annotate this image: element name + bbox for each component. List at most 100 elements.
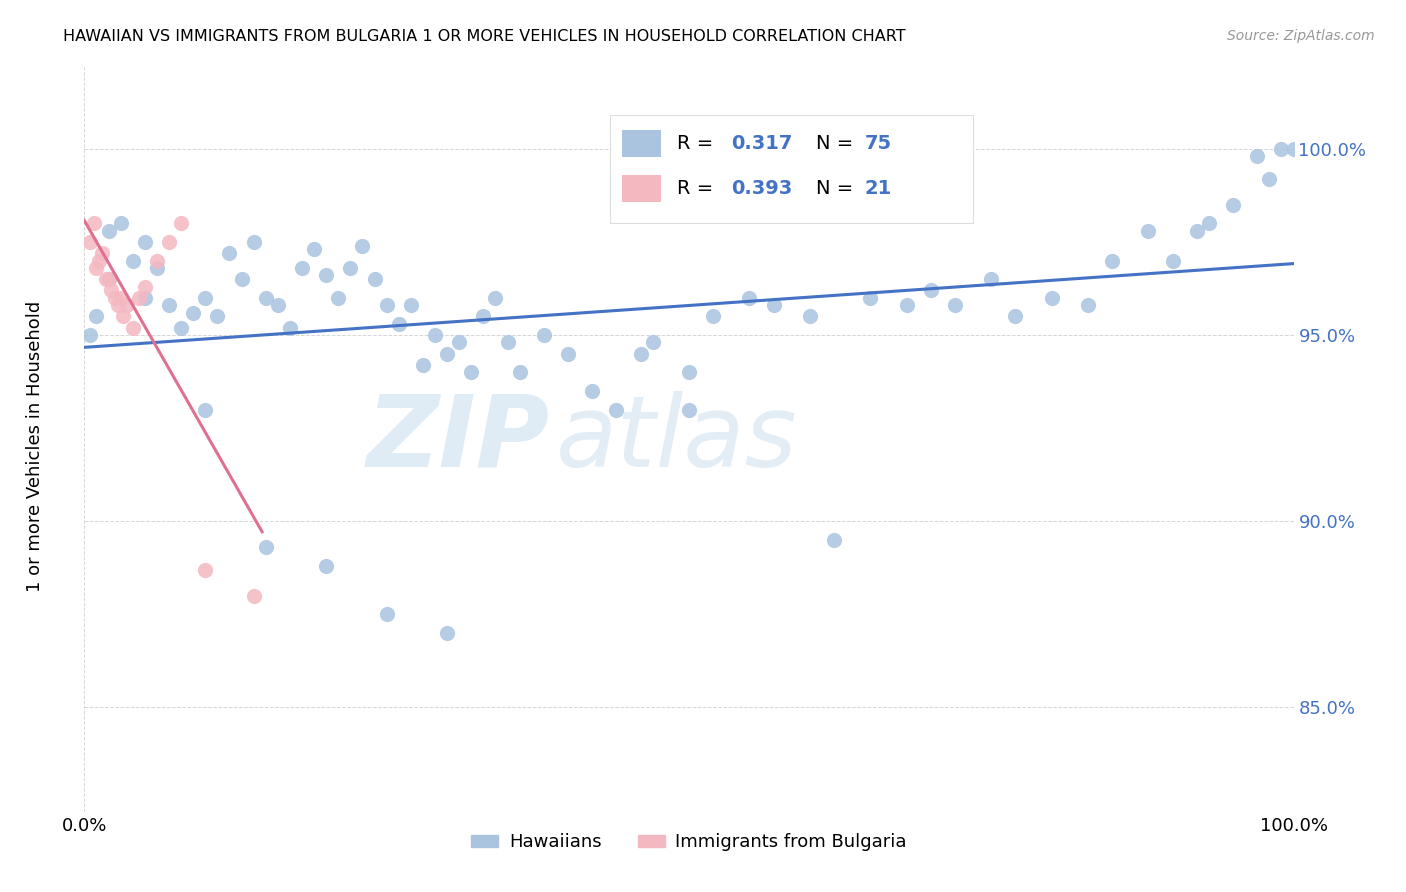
- FancyBboxPatch shape: [623, 175, 661, 202]
- Point: [1246, 149, 1268, 163]
- FancyBboxPatch shape: [623, 130, 661, 157]
- Point: [943, 298, 966, 312]
- FancyBboxPatch shape: [610, 115, 973, 223]
- Point: [170, 320, 193, 334]
- Point: [242, 589, 264, 603]
- Text: HAWAIIAN VS IMMIGRANTS FROM BULGARIA 1 OR MORE VEHICLES IN HOUSEHOLD CORRELATION: HAWAIIAN VS IMMIGRANTS FROM BULGARIA 1 O…: [63, 29, 905, 44]
- Point: [412, 358, 434, 372]
- Point: [1077, 298, 1099, 312]
- Point: [87, 253, 110, 268]
- Point: [170, 216, 193, 230]
- Text: 21: 21: [865, 178, 891, 198]
- Point: [100, 284, 122, 298]
- Point: [1258, 171, 1281, 186]
- Point: [121, 320, 143, 334]
- Point: [94, 272, 117, 286]
- Point: [121, 253, 143, 268]
- Point: [980, 272, 1002, 286]
- Point: [97, 224, 120, 238]
- Point: [115, 298, 138, 312]
- Point: [509, 365, 531, 379]
- Point: [460, 365, 482, 379]
- Point: [1137, 224, 1160, 238]
- Point: [496, 335, 519, 350]
- Point: [436, 346, 458, 360]
- Point: [134, 291, 156, 305]
- Point: [134, 279, 156, 293]
- Point: [738, 291, 761, 305]
- Text: ZIP: ZIP: [367, 391, 550, 488]
- Point: [112, 310, 135, 324]
- Point: [581, 384, 603, 398]
- Point: [449, 335, 471, 350]
- Point: [267, 298, 290, 312]
- Point: [1161, 253, 1184, 268]
- Point: [605, 402, 627, 417]
- Point: [1040, 291, 1063, 305]
- Point: [1185, 224, 1208, 238]
- Point: [762, 298, 785, 312]
- Point: [678, 365, 700, 379]
- Point: [1101, 253, 1123, 268]
- Text: 1 or more Vehicles in Household: 1 or more Vehicles in Household: [27, 301, 44, 591]
- Legend: Hawaiians, Immigrants from Bulgaria: Hawaiians, Immigrants from Bulgaria: [464, 826, 914, 859]
- Point: [799, 310, 821, 324]
- Text: N =: N =: [815, 134, 859, 153]
- Point: [375, 607, 398, 622]
- Point: [254, 541, 277, 555]
- Point: [315, 268, 337, 283]
- Point: [484, 291, 506, 305]
- Point: [194, 291, 217, 305]
- Point: [110, 291, 132, 305]
- Point: [1004, 310, 1026, 324]
- Point: [328, 291, 350, 305]
- Point: [630, 346, 652, 360]
- Point: [242, 235, 264, 249]
- Point: [399, 298, 422, 312]
- Point: [436, 626, 458, 640]
- Point: [278, 320, 301, 334]
- Point: [97, 272, 120, 286]
- Point: [218, 246, 240, 260]
- Point: [1270, 142, 1292, 156]
- Point: [110, 216, 132, 230]
- Point: [79, 235, 101, 249]
- Point: [97, 272, 120, 286]
- Point: [302, 243, 325, 257]
- Point: [472, 310, 495, 324]
- Point: [83, 216, 105, 230]
- Point: [375, 298, 398, 312]
- Text: R =: R =: [676, 134, 720, 153]
- Text: N =: N =: [815, 178, 859, 198]
- Point: [678, 402, 700, 417]
- Point: [533, 328, 555, 343]
- Text: R =: R =: [676, 178, 720, 198]
- Point: [231, 272, 253, 286]
- Point: [194, 402, 217, 417]
- Point: [363, 272, 385, 286]
- Point: [352, 238, 374, 252]
- Point: [557, 346, 579, 360]
- Point: [207, 310, 229, 324]
- Point: [896, 298, 918, 312]
- Point: [79, 328, 101, 343]
- Point: [823, 533, 845, 547]
- Point: [157, 298, 180, 312]
- Point: [1198, 216, 1220, 230]
- Point: [291, 260, 314, 275]
- Point: [423, 328, 446, 343]
- Text: Source: ZipAtlas.com: Source: ZipAtlas.com: [1227, 29, 1375, 43]
- Point: [146, 260, 169, 275]
- Point: [859, 291, 882, 305]
- Point: [920, 284, 942, 298]
- Point: [194, 563, 217, 577]
- Point: [254, 291, 277, 305]
- Point: [1222, 197, 1244, 211]
- Point: [157, 235, 180, 249]
- Text: 0.393: 0.393: [731, 178, 793, 198]
- Point: [104, 291, 127, 305]
- Point: [181, 306, 204, 320]
- Point: [388, 317, 411, 331]
- Point: [315, 558, 337, 573]
- Point: [339, 260, 361, 275]
